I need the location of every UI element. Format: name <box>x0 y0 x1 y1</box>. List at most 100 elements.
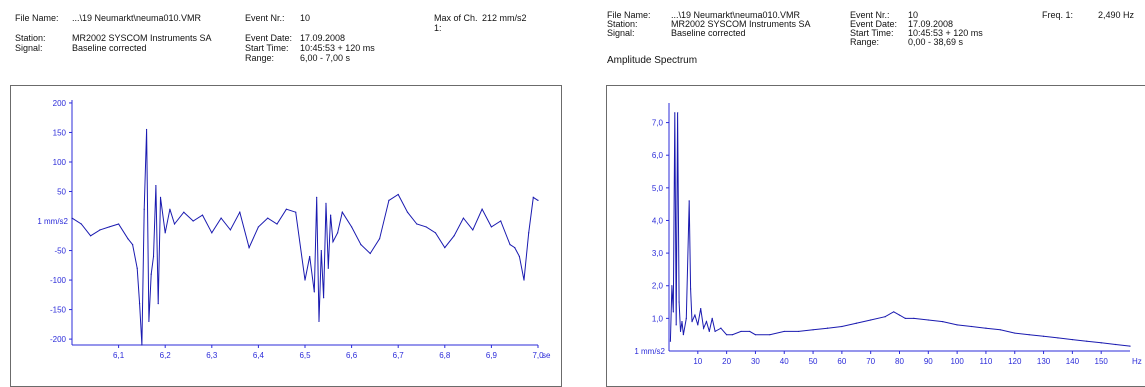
data-point <box>884 316 886 318</box>
file-name-label: File Name: <box>15 13 59 23</box>
data-point <box>754 334 757 336</box>
data-point <box>341 211 343 213</box>
time-chart-frame <box>10 85 562 387</box>
data-point <box>671 285 673 287</box>
data-point <box>685 317 687 319</box>
data-point <box>481 208 483 210</box>
event-nr-value: 10 <box>908 10 919 20</box>
data-point <box>143 208 145 210</box>
data-point <box>211 232 213 234</box>
data-point <box>320 249 322 252</box>
event-date-value: 17.09.2008 <box>300 33 346 43</box>
data-point <box>694 314 696 316</box>
signal-value: Baseline corrected <box>72 43 147 53</box>
start-time-label: Start Time: <box>245 43 289 53</box>
x-tick-label: 6,1 <box>113 351 125 360</box>
x-tick-label: 40 <box>780 357 789 366</box>
y-axis-label: 1 mm/s2 <box>634 347 665 356</box>
data-point <box>1086 340 1088 342</box>
data-point <box>913 317 915 319</box>
data-point <box>157 303 159 305</box>
max-label: Max of Ch. <box>434 13 478 23</box>
y-tick-label: 1,0 <box>652 314 664 323</box>
data-point <box>532 196 534 199</box>
data-point <box>1042 335 1045 337</box>
range-value: 6,00 - 7,00 s <box>300 53 351 63</box>
data-point <box>337 232 339 234</box>
data-point <box>330 214 332 216</box>
x-tick-label: 20 <box>722 357 731 366</box>
data-point <box>985 327 987 329</box>
x-tick-label: 130 <box>1037 357 1051 366</box>
data-point <box>309 255 311 258</box>
data-point <box>183 211 185 213</box>
y-tick-label: 7,0 <box>652 119 664 128</box>
data-point <box>108 226 110 228</box>
data-point <box>855 322 857 324</box>
data-point <box>192 220 194 222</box>
station-label: Station: <box>607 19 638 29</box>
data-point <box>141 344 143 346</box>
event-nr-label: Event Nr.: <box>245 13 285 23</box>
data-point <box>679 330 682 333</box>
data-point <box>672 311 674 313</box>
data-point <box>705 321 708 323</box>
data-point <box>434 232 437 234</box>
data-point <box>257 226 259 228</box>
data-point <box>332 241 334 243</box>
data-point <box>893 311 895 313</box>
data-point <box>702 327 705 329</box>
y-tick-label: 200 <box>53 99 67 108</box>
data-point <box>490 226 492 228</box>
data-point <box>528 232 530 234</box>
data-point <box>99 229 101 231</box>
event-date-value: 17.09.2008 <box>908 19 954 29</box>
x-tick-label: 6,6 <box>346 351 358 360</box>
data-point <box>674 112 676 114</box>
start-time-value: 10:45:53 + 120 ms <box>908 28 983 38</box>
x-tick-label: 6,5 <box>299 351 311 360</box>
x-axis-unit-label: Hz <box>1132 357 1142 366</box>
y-tick-label: 5,0 <box>652 184 664 193</box>
data-point <box>118 223 120 225</box>
freq-value: 2,490 Hz <box>1098 10 1135 20</box>
file-name-label: File Name: <box>607 10 651 20</box>
data-point <box>267 217 269 219</box>
data-point <box>514 246 516 249</box>
range-label: Range: <box>245 53 275 63</box>
x-tick-label: 140 <box>1066 357 1080 366</box>
data-point <box>1071 338 1073 341</box>
data-point <box>406 211 409 213</box>
y-tick-label: -150 <box>50 306 67 315</box>
data-point <box>769 334 771 336</box>
data-point <box>749 330 751 333</box>
range-value: 0,00 - 38,69 s <box>908 37 964 47</box>
spectrum-chart-frame <box>606 85 1145 387</box>
data-point <box>697 324 699 326</box>
data-point <box>453 235 455 237</box>
data-point <box>148 320 150 322</box>
data-point <box>313 291 315 293</box>
start-time-value: 10:45:53 + 120 ms <box>300 43 375 53</box>
data-point <box>173 223 176 225</box>
station-value: MR2002 SYSCOM Instruments SA <box>72 33 212 43</box>
data-point <box>740 330 742 333</box>
data-point <box>927 319 929 321</box>
max-value: 212 mm/s2 <box>482 13 527 23</box>
data-point <box>276 223 278 225</box>
signal-value: Baseline corrected <box>671 28 746 38</box>
data-point <box>150 273 152 275</box>
signal-label: Signal: <box>607 28 635 38</box>
data-point <box>285 208 287 210</box>
event-date-label: Event Date: <box>245 33 293 43</box>
data-point <box>518 255 520 258</box>
data-point <box>416 223 418 225</box>
data-point <box>898 314 901 316</box>
data-point <box>798 330 800 333</box>
data-point <box>80 223 82 225</box>
event-nr-label: Event Nr.: <box>850 10 890 20</box>
data-point <box>1129 345 1131 347</box>
data-point <box>826 327 829 329</box>
data-point <box>731 334 733 336</box>
